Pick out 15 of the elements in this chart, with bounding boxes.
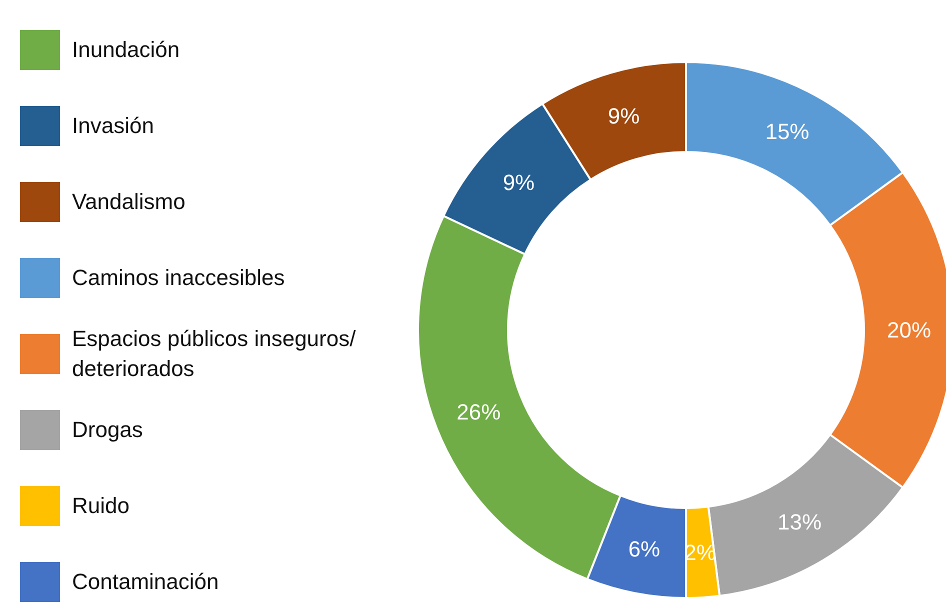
legend-label: Drogas [72, 416, 144, 444]
data-label: 13% [777, 509, 822, 534]
data-label: 6% [628, 536, 660, 562]
legend-label: Contaminación [72, 568, 220, 596]
legend-label: Invasión [72, 112, 155, 140]
legend-label: Vandalismo [72, 188, 186, 216]
data-label: 26% [456, 400, 501, 425]
data-label: 20% [886, 318, 932, 342]
data-label: 9% [608, 103, 640, 128]
legend-label: Inundación [72, 36, 181, 64]
legend-label: Ruido [72, 492, 130, 520]
legend-label: Caminos inaccesibles [72, 264, 286, 292]
data-label: 9% [502, 170, 535, 196]
legend-label: Espacios públicos inseguros/ deteriorados [72, 325, 357, 383]
data-label: 15% [765, 118, 810, 144]
